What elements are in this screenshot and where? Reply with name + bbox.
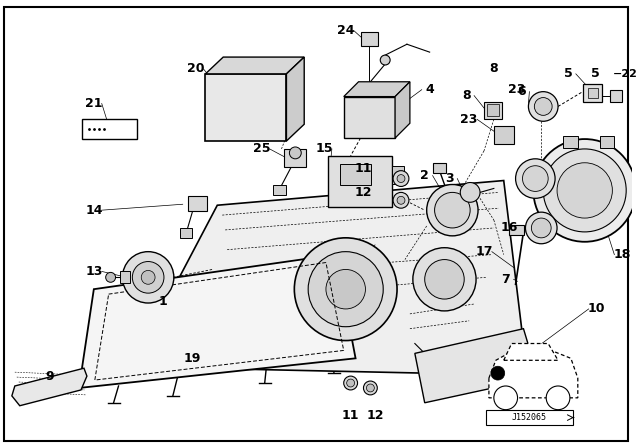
Polygon shape [205, 57, 304, 74]
Circle shape [413, 248, 476, 311]
Text: 11: 11 [355, 162, 372, 175]
Text: J152065: J152065 [512, 413, 547, 422]
Text: 23: 23 [460, 113, 478, 126]
Polygon shape [168, 181, 524, 373]
Circle shape [557, 163, 612, 218]
Text: 23: 23 [508, 83, 525, 96]
Bar [180, 228, 191, 238]
Bar [328, 156, 392, 207]
Polygon shape [344, 82, 410, 97]
Bar [588, 88, 598, 98]
Bar [486, 409, 573, 426]
Text: −22: −22 [612, 69, 637, 79]
Polygon shape [504, 344, 558, 360]
Polygon shape [287, 57, 304, 141]
Circle shape [494, 386, 518, 409]
Bar [188, 196, 207, 211]
Text: 21: 21 [85, 97, 102, 110]
Circle shape [122, 252, 174, 303]
Text: 10: 10 [588, 302, 605, 315]
Text: 16: 16 [501, 221, 518, 234]
Circle shape [364, 381, 378, 395]
Circle shape [344, 376, 358, 390]
Bar [284, 149, 306, 167]
Polygon shape [489, 350, 578, 398]
Circle shape [393, 192, 409, 208]
Circle shape [294, 238, 397, 340]
Bar [509, 225, 524, 235]
Text: 11: 11 [342, 409, 360, 422]
Bar [360, 32, 378, 46]
Circle shape [393, 171, 409, 186]
Circle shape [132, 262, 164, 293]
Circle shape [531, 218, 551, 238]
Circle shape [397, 175, 405, 182]
Text: 12: 12 [355, 186, 372, 199]
Bar [120, 271, 131, 283]
Text: 6: 6 [517, 85, 526, 98]
Text: 9: 9 [45, 370, 54, 383]
Circle shape [534, 98, 552, 115]
Circle shape [326, 269, 365, 309]
Circle shape [435, 192, 470, 228]
Circle shape [367, 384, 374, 392]
Circle shape [397, 196, 405, 204]
Circle shape [525, 212, 557, 244]
Text: 1: 1 [159, 294, 167, 307]
Circle shape [425, 259, 464, 299]
Text: 15: 15 [316, 142, 333, 155]
Circle shape [427, 185, 478, 236]
Bar [273, 185, 287, 195]
Bar [340, 164, 371, 185]
Polygon shape [415, 329, 538, 403]
Text: 2: 2 [420, 169, 429, 182]
Circle shape [347, 379, 355, 387]
Text: 24: 24 [337, 24, 355, 37]
Text: 13: 13 [85, 265, 102, 278]
Text: 7: 7 [501, 273, 510, 286]
Circle shape [529, 92, 558, 121]
Bar [82, 119, 138, 139]
Bar [583, 84, 602, 102]
Circle shape [141, 271, 155, 284]
Text: 5: 5 [591, 67, 600, 80]
Circle shape [460, 182, 480, 202]
Polygon shape [79, 254, 356, 388]
Bar [494, 126, 514, 144]
Text: 5: 5 [564, 67, 572, 80]
Bar [484, 102, 502, 119]
Bar [205, 74, 287, 141]
Bar [563, 136, 578, 148]
Text: 18: 18 [614, 248, 631, 261]
Text: 12: 12 [367, 409, 384, 422]
Circle shape [491, 366, 505, 380]
Text: 19: 19 [184, 352, 202, 365]
Circle shape [533, 139, 636, 242]
Text: 8: 8 [462, 89, 470, 102]
Circle shape [380, 55, 390, 65]
Text: 25: 25 [253, 142, 271, 155]
Circle shape [106, 272, 116, 282]
Circle shape [543, 149, 626, 232]
Bar [392, 166, 404, 184]
Text: 8: 8 [490, 62, 498, 75]
Circle shape [516, 159, 555, 198]
Text: 3: 3 [445, 172, 454, 185]
Circle shape [522, 166, 548, 191]
Bar [344, 97, 395, 138]
Bar [487, 104, 499, 116]
Circle shape [308, 252, 383, 327]
Text: 20: 20 [187, 62, 204, 75]
Bar [600, 136, 614, 148]
Circle shape [546, 386, 570, 409]
Text: 4: 4 [425, 83, 434, 96]
Text: 17: 17 [476, 245, 493, 258]
Bar [433, 163, 447, 172]
Polygon shape [12, 368, 87, 406]
Polygon shape [395, 82, 410, 138]
Text: 14: 14 [85, 204, 102, 217]
Bar [611, 90, 622, 102]
Circle shape [289, 147, 301, 159]
